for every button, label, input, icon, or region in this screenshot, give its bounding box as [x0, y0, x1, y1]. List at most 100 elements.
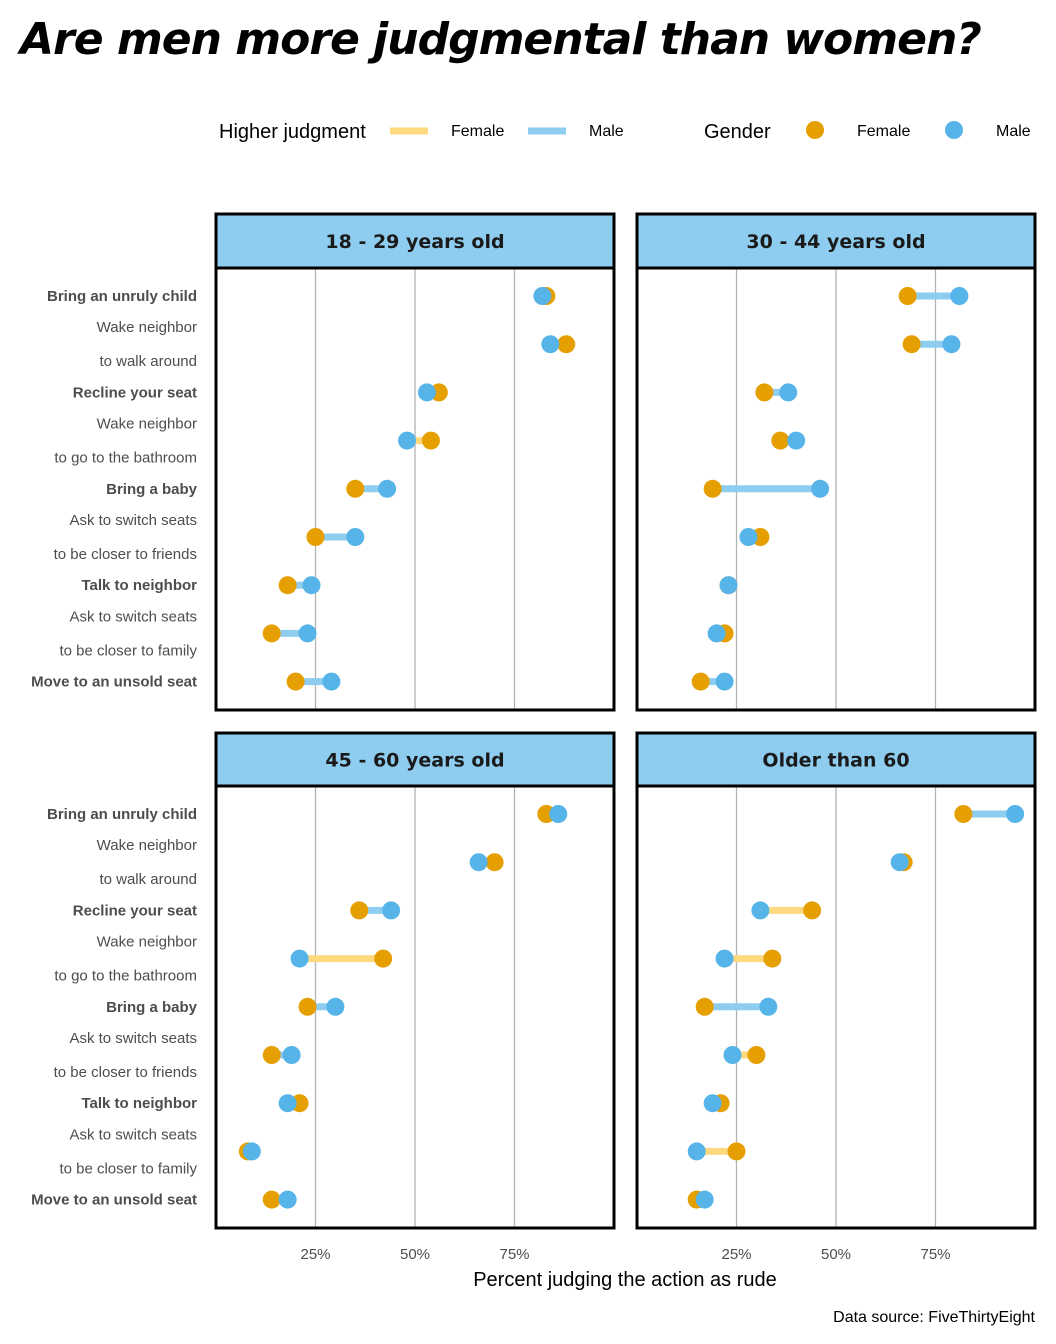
facet-3-female-point-9 [262, 1190, 281, 1209]
facet-1-male-point-6 [346, 528, 365, 546]
legend-line-label-male: Male [589, 123, 624, 140]
row-label-2-10: Talk to neighbor [81, 1095, 197, 1112]
row-label-1-13: Move to an unsold seat [31, 674, 197, 691]
facet-3-male-point-9 [278, 1190, 297, 1209]
row-label-2-6: to go to the bathroom [54, 968, 197, 985]
facet-3-female-point-6 [262, 1046, 281, 1064]
facet-3-female-point-2 [485, 853, 504, 872]
x-tick-label-2-50: 50% [821, 1246, 851, 1263]
row-label-1-11: Ask to switch seats [69, 608, 197, 625]
facet-1-male-point-9 [322, 672, 341, 691]
facet-3-male-point-5 [326, 997, 345, 1016]
facet-1-female-point-4 [421, 431, 440, 450]
facet-1-male-point-8 [298, 624, 317, 643]
facet-4-male-point-5 [759, 997, 778, 1016]
facet-1-male-point-3 [417, 383, 436, 402]
row-label-1-12: to be closer to family [59, 642, 197, 659]
row-label-2-13: Move to an unsold seat [31, 1192, 197, 1209]
facet-1-male-point-5 [378, 479, 397, 498]
facet-4-male-point-1 [1006, 805, 1025, 823]
row-label-1-3: to walk around [99, 353, 197, 370]
row-label-1-5: Wake neighbor [97, 416, 197, 433]
facet-3-male-point-6 [282, 1046, 301, 1064]
facet-4-female-point-1 [954, 805, 973, 823]
row-label-1-8: Ask to switch seats [69, 512, 197, 529]
facet-4-female-point-6 [747, 1046, 766, 1064]
row-label-1-6: to go to the bathroom [54, 450, 197, 467]
facet-4-male-point-8 [687, 1142, 706, 1161]
facet-2-male-point-1 [950, 287, 969, 305]
x-tick-label-2-25: 25% [721, 1246, 751, 1263]
facet-4-female-point-3 [803, 901, 822, 920]
facet-4-male-point-4 [715, 949, 734, 968]
facet-3-strip-label: 45 - 60 years old [325, 750, 504, 772]
facet-4-female-point-4 [763, 949, 782, 968]
x-tick-label-2-75: 75% [920, 1246, 950, 1263]
facet-2-female-point-2 [902, 335, 921, 354]
facet-1-female-point-6 [306, 528, 325, 546]
facet-2-male-point-5 [811, 479, 830, 498]
facet-4-female-point-8 [727, 1142, 746, 1161]
row-label-2-2: Wake neighbor [97, 837, 197, 854]
row-label-2-4: Recline your seat [73, 902, 197, 919]
facet-2-female-point-3 [755, 383, 774, 402]
facet-1-female-point-7 [278, 576, 297, 595]
facet-1-female-point-2 [557, 335, 576, 354]
x-tick-label-1-75: 75% [499, 1246, 529, 1263]
facet-2-female-point-1 [898, 287, 917, 305]
facet-2-strip-label: 30 - 44 years old [746, 231, 925, 253]
facet-3-female-point-3 [350, 901, 369, 920]
legend-line-title: Higher judgment [219, 121, 366, 143]
facet-2-male-point-2 [942, 335, 961, 354]
row-label-2-5: Wake neighbor [97, 934, 197, 951]
caption: Data source: FiveThirtyEight [833, 1309, 1035, 1326]
facet-3-panel [214, 784, 616, 1230]
facet-3-male-point-8 [242, 1142, 261, 1161]
facet-2-female-point-9 [691, 672, 710, 691]
row-label-2-7: Bring a baby [106, 999, 198, 1016]
facet-4-male-point-6 [723, 1046, 742, 1064]
legend-point-title: Gender [704, 121, 771, 143]
row-label-2-8: Ask to switch seats [69, 1030, 197, 1047]
facet-3-female-point-4 [374, 949, 393, 968]
facet-3-strip [214, 731, 616, 788]
facet-2-female-point-4 [771, 431, 790, 450]
facet-1-strip [214, 212, 616, 270]
facet-3-female-point-5 [298, 997, 317, 1016]
facet-4-male-point-3 [751, 901, 770, 920]
legend-line-label-female: Female [451, 123, 504, 140]
row-label-2-11: Ask to switch seats [69, 1126, 197, 1143]
facet-4-panel [635, 784, 1037, 1230]
facet-1-male-point-1 [533, 287, 552, 305]
facet-2-panel [635, 266, 1037, 712]
row-label-1-1: Bring an unruly child [47, 288, 197, 305]
x-axis-title: Percent judging the action as rude [473, 1269, 777, 1291]
facet-4-male-point-7 [703, 1094, 722, 1113]
chart-title: Are men more judgmental than women? [20, 14, 982, 65]
facet-3-male-point-7 [278, 1094, 297, 1113]
legend-point-key-female [806, 121, 824, 139]
row-label-1-9: to be closer to friends [54, 546, 197, 563]
facet-2-male-point-9 [715, 672, 734, 691]
facet-2-male-point-6 [739, 528, 758, 546]
legend-point-key-male [945, 121, 963, 139]
facet-1-female-point-5 [346, 479, 365, 498]
facet-3-male-point-2 [469, 853, 488, 872]
facet-1-male-point-4 [398, 431, 417, 450]
facet-4-male-point-2 [890, 853, 909, 872]
row-label-1-4: Recline your seat [73, 384, 197, 401]
row-label-1-10: Talk to neighbor [81, 577, 197, 594]
row-label-2-3: to walk around [99, 871, 197, 888]
x-tick-label-1-50: 50% [400, 1246, 430, 1263]
row-label-2-9: to be closer to friends [54, 1064, 197, 1081]
facet-1-female-point-8 [262, 624, 281, 643]
facet-2-female-point-5 [703, 479, 722, 498]
facet-4-strip-label: Older than 60 [762, 750, 909, 772]
facet-4-female-point-5 [695, 997, 714, 1016]
facet-2-male-point-4 [787, 431, 806, 450]
facet-1-female-point-9 [286, 672, 305, 691]
facet-3-male-point-4 [290, 949, 309, 968]
facet-1-panel [214, 266, 616, 712]
x-tick-label-1-25: 25% [300, 1246, 330, 1263]
